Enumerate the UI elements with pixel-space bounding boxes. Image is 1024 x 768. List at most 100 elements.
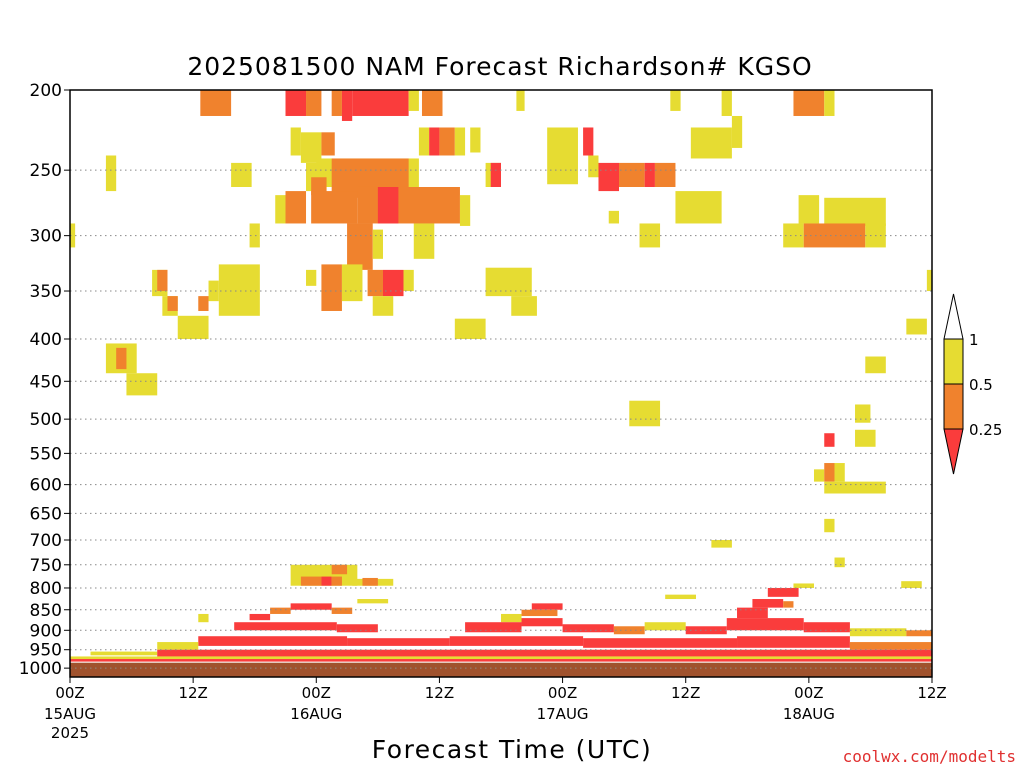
heatmap-cell [413,223,435,259]
colorbar-legend: 1 0.5 0.25 [943,293,1002,475]
heatmap-cell [516,90,525,111]
heatmap-cell [531,603,563,610]
heatmap-cell [834,463,845,482]
heatmap-cell [813,469,825,482]
heatmap-cell [331,607,353,614]
heatmap-cell [798,195,820,224]
heatmap-cell [865,356,886,374]
heatmap-cell [731,115,743,148]
x-tick-label: 12Z [917,684,946,702]
x-tick-label: 00Z [548,684,577,702]
heatmap-cell [234,622,337,631]
heatmap-cell [459,195,471,226]
y-tick-label: 1000 [19,659,62,679]
x-tick-date: 17AUG [537,705,589,723]
heatmap-cell [105,155,117,192]
heatmap-cell [372,229,383,259]
heatmap-cell [454,127,466,156]
colorbar-label: 1 [969,331,979,349]
heatmap-cell [562,624,614,633]
heatmap-cell [90,651,158,656]
x-tick-label: 12Z [425,684,454,702]
y-tick-label: 500 [30,410,62,430]
colorbar-cap-top [943,293,964,340]
y-tick-label: 700 [30,531,62,551]
heatmap-cell [177,315,209,339]
heatmap-cell [200,90,232,116]
heatmap-cell [665,594,696,600]
heatmap-cell [726,618,804,631]
heatmap-cell [485,267,532,297]
heatmap-cell [824,481,886,494]
heatmap-cell [583,638,738,648]
heatmap-cell [300,132,322,163]
y-tick-label: 750 [30,556,62,576]
heatmap-cell [249,613,271,621]
heatmap-cell [803,622,850,633]
heatmap-cell [275,195,286,224]
heatmap-cell [290,603,332,610]
heatmap-cell [208,280,219,302]
heatmap-cell [126,373,158,396]
colorbar-segment [943,338,964,385]
source-credit[interactable]: coolwx.com/modelts [843,747,1016,766]
heatmap-cell [357,186,460,224]
y-tick-label: 900 [30,621,62,641]
x-tick-label: 00Z [55,684,84,702]
heatmap-cell [408,90,419,111]
heatmap-cell [737,636,850,648]
y-tick-label: 400 [30,330,62,350]
heatmap-cell [613,626,645,635]
heatmap-cell [157,649,932,657]
heatmap-cell [588,155,599,178]
heatmap-cell [372,296,394,316]
y-tick-label: 300 [30,227,62,247]
heatmap-cell [906,630,932,637]
x-tick-label: 00Z [794,684,823,702]
heatmap-cell [70,659,932,662]
heatmap-cell [418,127,430,156]
heatmap-cell [311,191,358,224]
y-tick-label: 450 [30,372,62,392]
heatmap-cell [465,622,522,633]
heatmap-cell [198,613,209,623]
heatmap-cell [341,264,363,302]
heatmap-cell [321,576,332,586]
heatmap-cell [511,296,537,316]
heatmap-cell [70,223,76,248]
heatmap-cell [608,210,620,224]
heatmap-cell [306,269,317,286]
heatmap-cell [306,90,322,116]
heatmap-cell [157,269,168,292]
heatmap-cell [331,564,348,575]
heatmap-cell [367,269,383,297]
heatmap-cell [901,581,922,588]
y-tick-label: 600 [30,476,62,496]
heatmap-cell [331,90,342,116]
heatmap-cell [347,638,450,646]
heatmap-cell [721,90,732,116]
heatmap-cell [824,90,835,116]
heatmap-cell [300,576,322,586]
heatmap-cell [783,601,794,608]
heatmap-cell [218,264,260,316]
heatmap-cell [470,127,481,153]
y-tick-label: 250 [30,161,62,181]
heatmap-cell [855,429,876,447]
heatmap-cell [521,618,563,627]
x-tick-label: 12Z [178,684,207,702]
heatmap-cell [824,197,886,226]
heatmap-cell [490,162,501,187]
heatmap-cell [357,599,389,604]
heatmap-cell [906,318,927,335]
plot-frame [69,89,933,678]
heatmap-cell [377,186,399,224]
heatmap-cell [347,223,373,270]
colorbar-cap-bottom [943,428,964,475]
chart-title: 2025081500 NAM Forecast Richardson# KGSO [187,52,812,81]
heatmap-cell [783,223,804,248]
heatmap-cell [421,90,443,116]
heatmap-cell [167,296,178,311]
heatmap-cell [849,628,907,637]
